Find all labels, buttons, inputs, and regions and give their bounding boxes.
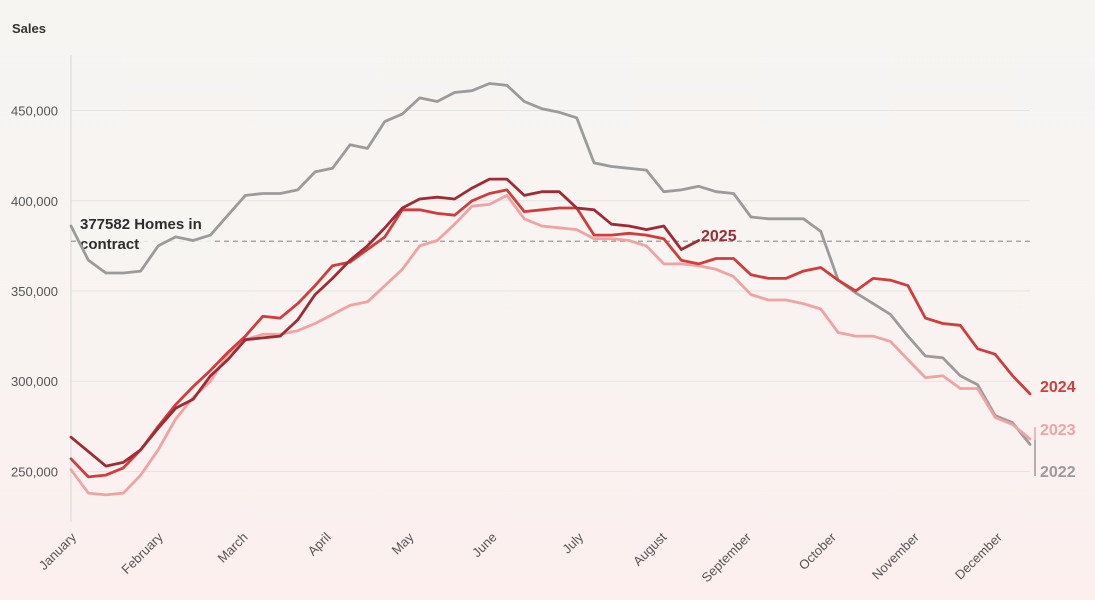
y-tick-label: 250,000 [11,464,58,479]
x-tick-label: May [389,529,417,557]
x-tick-label: April [305,529,334,558]
reference-line-label: 377582 Homes in contract [76,211,214,255]
end-label-2025: 2025 [701,228,737,245]
reference-label-line1: 377582 Homes in [80,216,202,233]
x-tick-label: September [699,529,755,585]
series-line-2022 [69,82,1032,446]
x-tick-label: February [118,529,166,577]
x-tick-label: July [559,529,586,556]
series-line-2024 [69,188,1032,479]
x-tick-label: January [36,529,80,573]
end-label-2023: 2023 [1040,422,1076,439]
series-line-2023 [69,193,1032,497]
end-label-2024: 2024 [1040,379,1076,396]
y-axis-label: Sales [12,21,46,36]
x-tick-labels: January February March April May June July Augu… [36,529,1006,585]
end-label-2022: 2022 [1040,464,1076,481]
x-tick-label: October [796,529,840,573]
x-tick-label: March [214,530,250,566]
series-end-labels: 2025 2024 2023 2022 [701,228,1076,481]
y-tick-labels: 250,000 300,000 350,000 400,000 450,000 [11,104,58,480]
y-tick-label: 450,000 [11,104,58,119]
gridlines [71,110,1030,472]
y-tick-label: 300,000 [11,374,58,389]
x-tick-label: June [469,530,500,561]
reference-label-line2: contract [80,236,139,253]
x-tick-label: November [869,529,922,582]
y-tick-label: 350,000 [11,284,58,299]
series-line-2025 [69,177,701,468]
x-tick-label: August [630,529,669,568]
y-tick-label: 400,000 [11,194,58,209]
x-tick-label: December [952,529,1005,582]
series-lines [69,82,1032,497]
